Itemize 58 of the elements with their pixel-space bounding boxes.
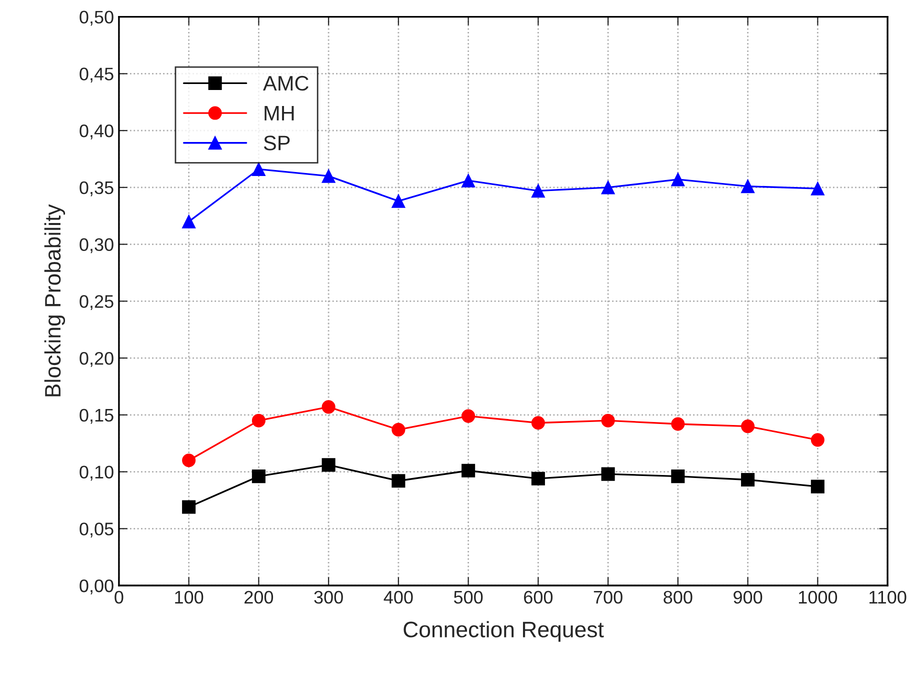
- point: [531, 416, 545, 430]
- x-tick-label: 700: [594, 590, 622, 604]
- y-tick-label: 0,10: [80, 466, 114, 481]
- legend-label: MH: [264, 106, 294, 120]
- x-tick-label: 0: [114, 590, 124, 604]
- x-axis-title: Connection Request: [404, 621, 604, 642]
- x-tick-label: 900: [734, 590, 762, 604]
- y-tick-label: 0,35: [80, 181, 114, 196]
- point: [810, 480, 824, 494]
- point: [671, 417, 685, 431]
- x-tick-label: 100: [175, 590, 204, 604]
- point: [392, 474, 406, 488]
- x-tick-label: 500: [454, 590, 483, 604]
- x-tick-label: 800: [664, 590, 692, 604]
- point: [322, 458, 336, 472]
- legend-label: AMC: [263, 76, 308, 91]
- x-tick-label: 1100: [870, 590, 906, 604]
- y-tick-label: 0,50: [80, 10, 114, 26]
- point: [741, 180, 755, 194]
- y-tick-label: 0,40: [80, 124, 114, 140]
- point: [462, 174, 476, 188]
- x-tick-label: 200: [244, 590, 274, 604]
- point: [322, 400, 336, 414]
- point: [322, 169, 336, 183]
- y-tick-label: 0,05: [80, 522, 114, 538]
- point: [462, 409, 476, 423]
- point: [601, 414, 615, 428]
- point: [601, 180, 615, 194]
- y-axis-title: Blocking Probability: [44, 204, 66, 396]
- point: [462, 464, 476, 478]
- point: [182, 214, 196, 228]
- point: [810, 433, 824, 447]
- point: [601, 467, 615, 481]
- point: [392, 194, 406, 208]
- y-tick-label: 0,20: [80, 352, 114, 367]
- point: [741, 420, 755, 434]
- point: [252, 162, 266, 176]
- y-tick-label: 0,45: [80, 68, 114, 83]
- point: [252, 414, 266, 428]
- point: [741, 472, 755, 487]
- point: [531, 184, 545, 198]
- x-tick-label: 300: [314, 590, 343, 604]
- point: [671, 470, 685, 484]
- point: [810, 182, 824, 196]
- point: [531, 472, 545, 486]
- point: [252, 470, 266, 484]
- legend-label: SP: [264, 136, 290, 150]
- y-tick-label: 0,15: [80, 408, 114, 424]
- point: [392, 422, 406, 436]
- x-tick-label: 1000: [798, 590, 838, 604]
- point: [182, 454, 196, 468]
- point: [671, 172, 685, 186]
- x-tick-label: 600: [524, 590, 553, 604]
- y-tick-label: 0,30: [80, 238, 114, 254]
- point: [182, 500, 196, 514]
- x-tick-label: 400: [384, 590, 413, 604]
- y-tick-label: 0,25: [80, 295, 114, 310]
- y-tick-label: 0,00: [80, 579, 114, 594]
